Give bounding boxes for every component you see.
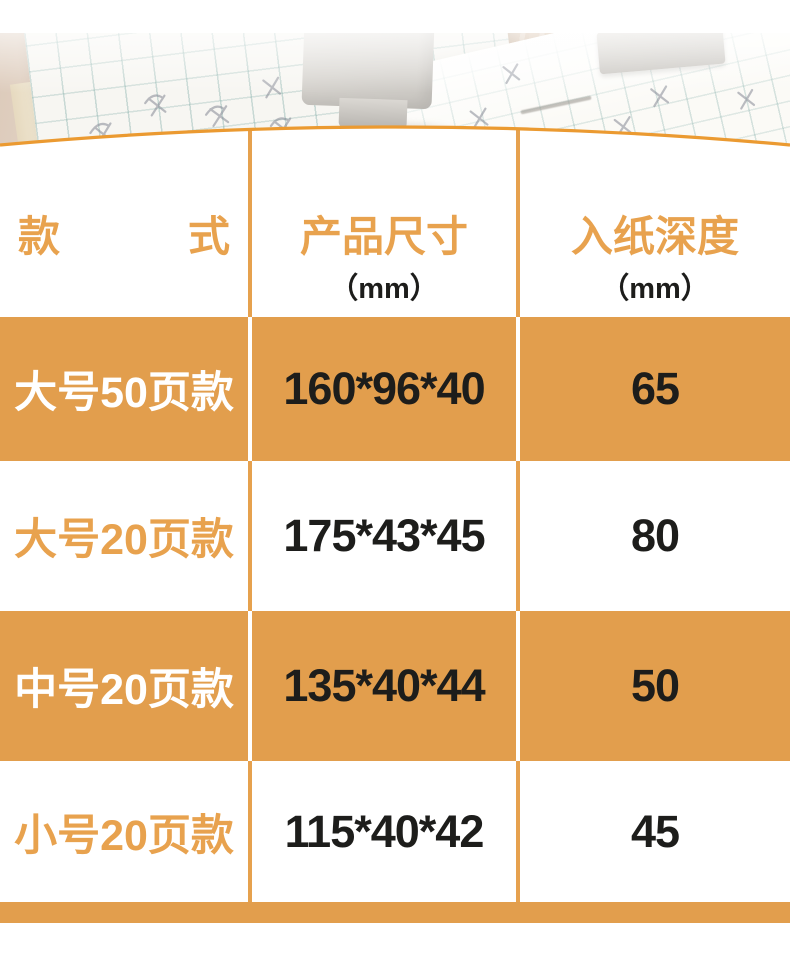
bottom-accent-band	[0, 902, 790, 923]
header-cell-style: 款式	[0, 169, 248, 317]
depth-value: 80	[630, 510, 680, 561]
header-depth-label: 入纸深度	[570, 213, 739, 260]
style-value: 小号20页款	[14, 811, 234, 860]
column-divider	[248, 611, 252, 761]
column-divider	[516, 761, 520, 902]
cell-depth: 50	[520, 611, 790, 761]
column-divider	[516, 169, 520, 317]
style-value: 大号50页款	[14, 369, 234, 417]
cell-style: 大号50页款	[0, 317, 248, 461]
size-value: 175*43*45	[283, 510, 485, 561]
header-style-label: 款式	[18, 213, 230, 260]
depth-value: 65	[630, 363, 680, 414]
column-divider	[248, 317, 252, 461]
size-value: 115*40*42	[284, 805, 485, 857]
cell-style: 小号20页款	[0, 761, 248, 902]
column-divider	[248, 761, 252, 902]
style-value: 大号20页款	[14, 516, 234, 564]
photo-highlight-haze	[0, 33, 790, 93]
cell-size: 175*43*45	[252, 461, 516, 611]
size-value: 160*96*40	[283, 363, 485, 414]
size-value: 135*40*44	[283, 660, 485, 711]
header-size-label: 产品尺寸	[299, 213, 468, 260]
column-divider	[516, 317, 520, 461]
column-divider	[516, 461, 520, 611]
cell-size: 135*40*44	[252, 611, 516, 761]
column-divider	[516, 611, 520, 761]
header-cell-size: 产品尺寸 （mm）	[252, 169, 516, 317]
cell-depth: 65	[520, 317, 790, 461]
header-cell-depth: 入纸深度 （mm）	[520, 169, 790, 317]
cell-style: 大号20页款	[0, 461, 248, 611]
table-row: 小号20页款 115*40*42 45	[0, 761, 790, 902]
style-value: 中号20页款	[14, 666, 234, 714]
column-divider	[248, 461, 252, 611]
cell-depth: 80	[520, 461, 790, 611]
header-size-unit: （mm）	[329, 273, 439, 306]
table-row: 大号50页款 160*96*40 65	[0, 317, 790, 461]
table-row: 大号20页款 175*43*45 80	[0, 461, 790, 611]
cell-size: 115*40*42	[252, 761, 516, 902]
curved-section-divider	[0, 125, 790, 169]
cell-size: 160*96*40	[252, 317, 516, 461]
column-divider	[248, 169, 252, 317]
depth-value: 50	[630, 660, 680, 711]
cell-depth: 45	[520, 761, 790, 902]
table-row: 中号20页款 135*40*44 50	[0, 611, 790, 761]
header-depth-unit: （mm）	[600, 273, 710, 306]
table-header-row: 款式 产品尺寸 （mm） 入纸深度 （mm）	[0, 169, 790, 317]
depth-value: 45	[630, 805, 680, 857]
cell-style: 中号20页款	[0, 611, 248, 761]
